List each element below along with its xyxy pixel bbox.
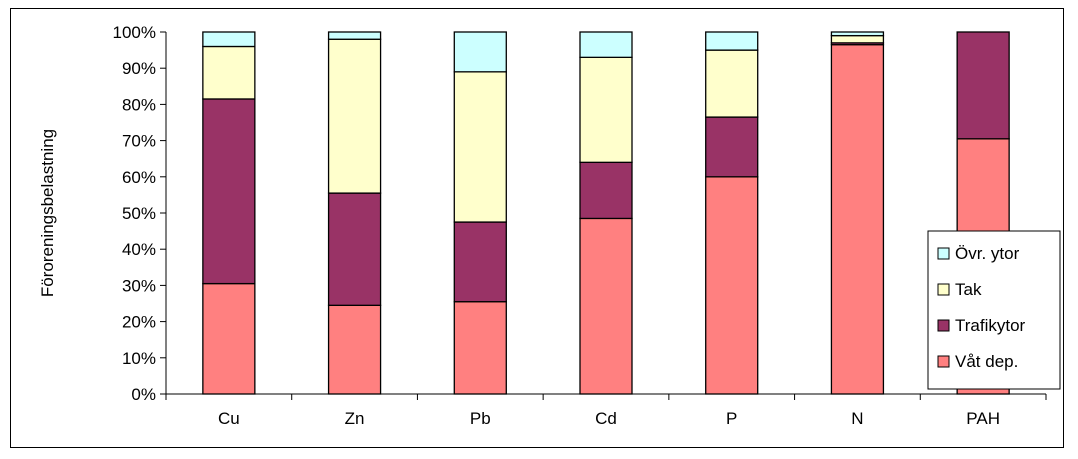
bar-segment	[453, 71, 507, 223]
axes-layer	[160, 31, 1047, 400]
x-tick-label: Zn	[345, 409, 365, 428]
legend-swatch	[937, 283, 950, 296]
bars-layer	[202, 31, 1010, 395]
bar-segment	[579, 31, 633, 58]
x-tick-label: N	[851, 409, 863, 428]
y-tick-label: 50%	[122, 204, 156, 223]
legend-label: Tak	[955, 280, 982, 299]
y-tick-label: 30%	[122, 276, 156, 295]
bar-segment	[830, 34, 885, 44]
bar-segment	[202, 31, 256, 48]
x-tick-label: Cd	[595, 409, 617, 428]
y-tick-label: 70%	[122, 132, 156, 151]
y-tick-label: 60%	[122, 168, 156, 187]
y-tick-labels: 0% 10% 20% 30% 40% 50% 60% 70% 80% 90% 100%	[113, 23, 156, 404]
bar-segment	[202, 98, 256, 285]
bar-segment	[705, 31, 759, 51]
legend-label: Trafikytor	[955, 316, 1026, 335]
legend-label: Övr. ytor	[955, 244, 1020, 263]
bar-segment	[202, 45, 256, 100]
chart-area: 0% 10% 20% 30% 40% 50% 60% 70% 80% 90% 100% Cu Zn Pb…	[10, 8, 1064, 448]
y-tick-label: 90%	[122, 59, 156, 78]
legend-swatch	[937, 355, 950, 368]
bar-segment	[327, 31, 382, 40]
bar-segment	[327, 38, 382, 194]
bar-segment	[453, 301, 507, 395]
legend-swatch	[937, 319, 950, 332]
x-tick-label: PAH	[966, 409, 1000, 428]
x-tick-label: Pb	[470, 409, 491, 428]
x-tick-labels: Cu Zn Pb Cd P N PAH	[218, 409, 1000, 428]
bar-segment	[830, 31, 885, 37]
bar-segment	[579, 217, 633, 395]
bar-segment	[327, 192, 382, 306]
y-tick-label: 0%	[131, 385, 156, 404]
stacked-bar-chart: 0% 10% 20% 30% 40% 50% 60% 70% 80% 90% 100% Cu Zn Pb…	[38, 23, 1061, 428]
bar-segment	[956, 31, 1010, 140]
legend: Övr. ytor Tak Trafikytor Våt dep.	[927, 230, 1061, 390]
bar-segment	[705, 49, 759, 118]
bar-segment	[453, 31, 507, 73]
x-tick-label: P	[726, 409, 737, 428]
bar-segment	[705, 116, 759, 178]
y-tick-label: 100%	[113, 23, 156, 42]
x-tick-label: Cu	[218, 409, 240, 428]
bar-segment	[202, 282, 256, 395]
bar-segment	[830, 44, 885, 395]
bar-segment	[453, 221, 507, 303]
y-tick-label: 20%	[122, 313, 156, 332]
y-tick-label: 40%	[122, 240, 156, 259]
legend-box	[927, 230, 1061, 390]
y-tick-label: 10%	[122, 349, 156, 368]
y-axis-title: Föroreningsbelastning	[38, 129, 57, 297]
bar-segment	[579, 161, 633, 220]
legend-label: Våt dep.	[955, 352, 1018, 371]
bar-segment	[327, 304, 382, 395]
y-tick-label: 80%	[122, 95, 156, 114]
bar-segment	[579, 56, 633, 163]
bar-segment	[705, 176, 759, 395]
legend-swatch	[937, 247, 950, 260]
